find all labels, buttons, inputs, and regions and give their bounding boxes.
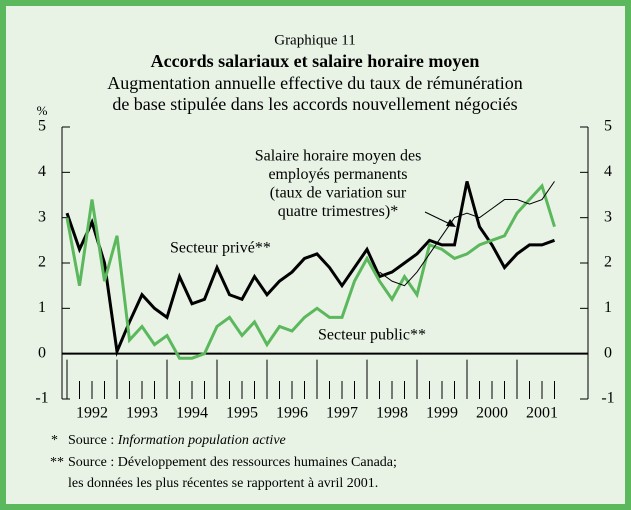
y2-tick-label: 3	[604, 208, 612, 225]
y-tick-label: 4	[38, 163, 46, 180]
y-tick-label: 0	[38, 344, 46, 361]
footnote: Source : Information population active	[68, 433, 286, 448]
y2-tick-label: -1	[601, 390, 614, 407]
series-label: Secteur privé**	[170, 240, 271, 257]
footnote-marker: **	[50, 455, 64, 470]
x-tick-label: 1999	[426, 405, 458, 422]
annotation: quatre trimestres)*	[278, 203, 398, 220]
y-unit: %	[37, 103, 48, 118]
footnote-marker: *	[51, 433, 58, 448]
chart-subtitle: Accords salariaux et salaire horaire moy…	[151, 51, 480, 71]
x-tick-label: 1998	[376, 405, 408, 422]
y2-tick-label: 0	[604, 344, 612, 361]
series-label: Secteur public**	[318, 327, 426, 344]
y-tick-label: 2	[38, 254, 46, 271]
y2-tick-label: 2	[604, 254, 612, 271]
annotation-arrowhead	[446, 219, 456, 227]
description: Augmentation annuelle effective du taux …	[107, 73, 523, 93]
x-tick-label: 1997	[326, 405, 358, 422]
footnote-source: Information population active	[117, 433, 286, 448]
y-tick-label: 1	[38, 299, 46, 316]
footnote: Source : Développement des ressources hu…	[68, 455, 397, 470]
x-tick-label: 1992	[76, 405, 108, 422]
y-tick-label: -1	[35, 390, 48, 407]
x-tick-label: 1993	[126, 405, 158, 422]
description: de base stipulée dans les accords nouvel…	[112, 94, 517, 114]
y-tick-label: 5	[38, 118, 46, 135]
y-tick-label: 3	[38, 208, 46, 225]
footnote-text: Source :	[68, 433, 118, 448]
series-line	[65, 181, 556, 357]
x-tick-label: 1995	[226, 405, 258, 422]
annotation: employés permanents	[268, 166, 407, 183]
y2-tick-label: 5	[604, 118, 612, 135]
chart-title: Graphique 11	[274, 32, 356, 48]
series-line	[379, 181, 555, 287]
annotation: (taux de variation sur	[270, 185, 407, 202]
annotation-arrow	[424, 211, 453, 226]
x-tick-label: 2001	[526, 405, 558, 422]
x-tick-label: 2000	[476, 405, 508, 422]
x-tick-label: 1996	[276, 405, 308, 422]
annotation: Salaire horaire moyen des	[255, 148, 422, 165]
series-line	[65, 182, 556, 360]
x-tick-label: 1994	[176, 405, 208, 422]
y2-tick-label: 4	[604, 163, 612, 180]
footnote: les données les plus récentes se rapport…	[68, 476, 378, 491]
y2-tick-label: 1	[604, 299, 612, 316]
